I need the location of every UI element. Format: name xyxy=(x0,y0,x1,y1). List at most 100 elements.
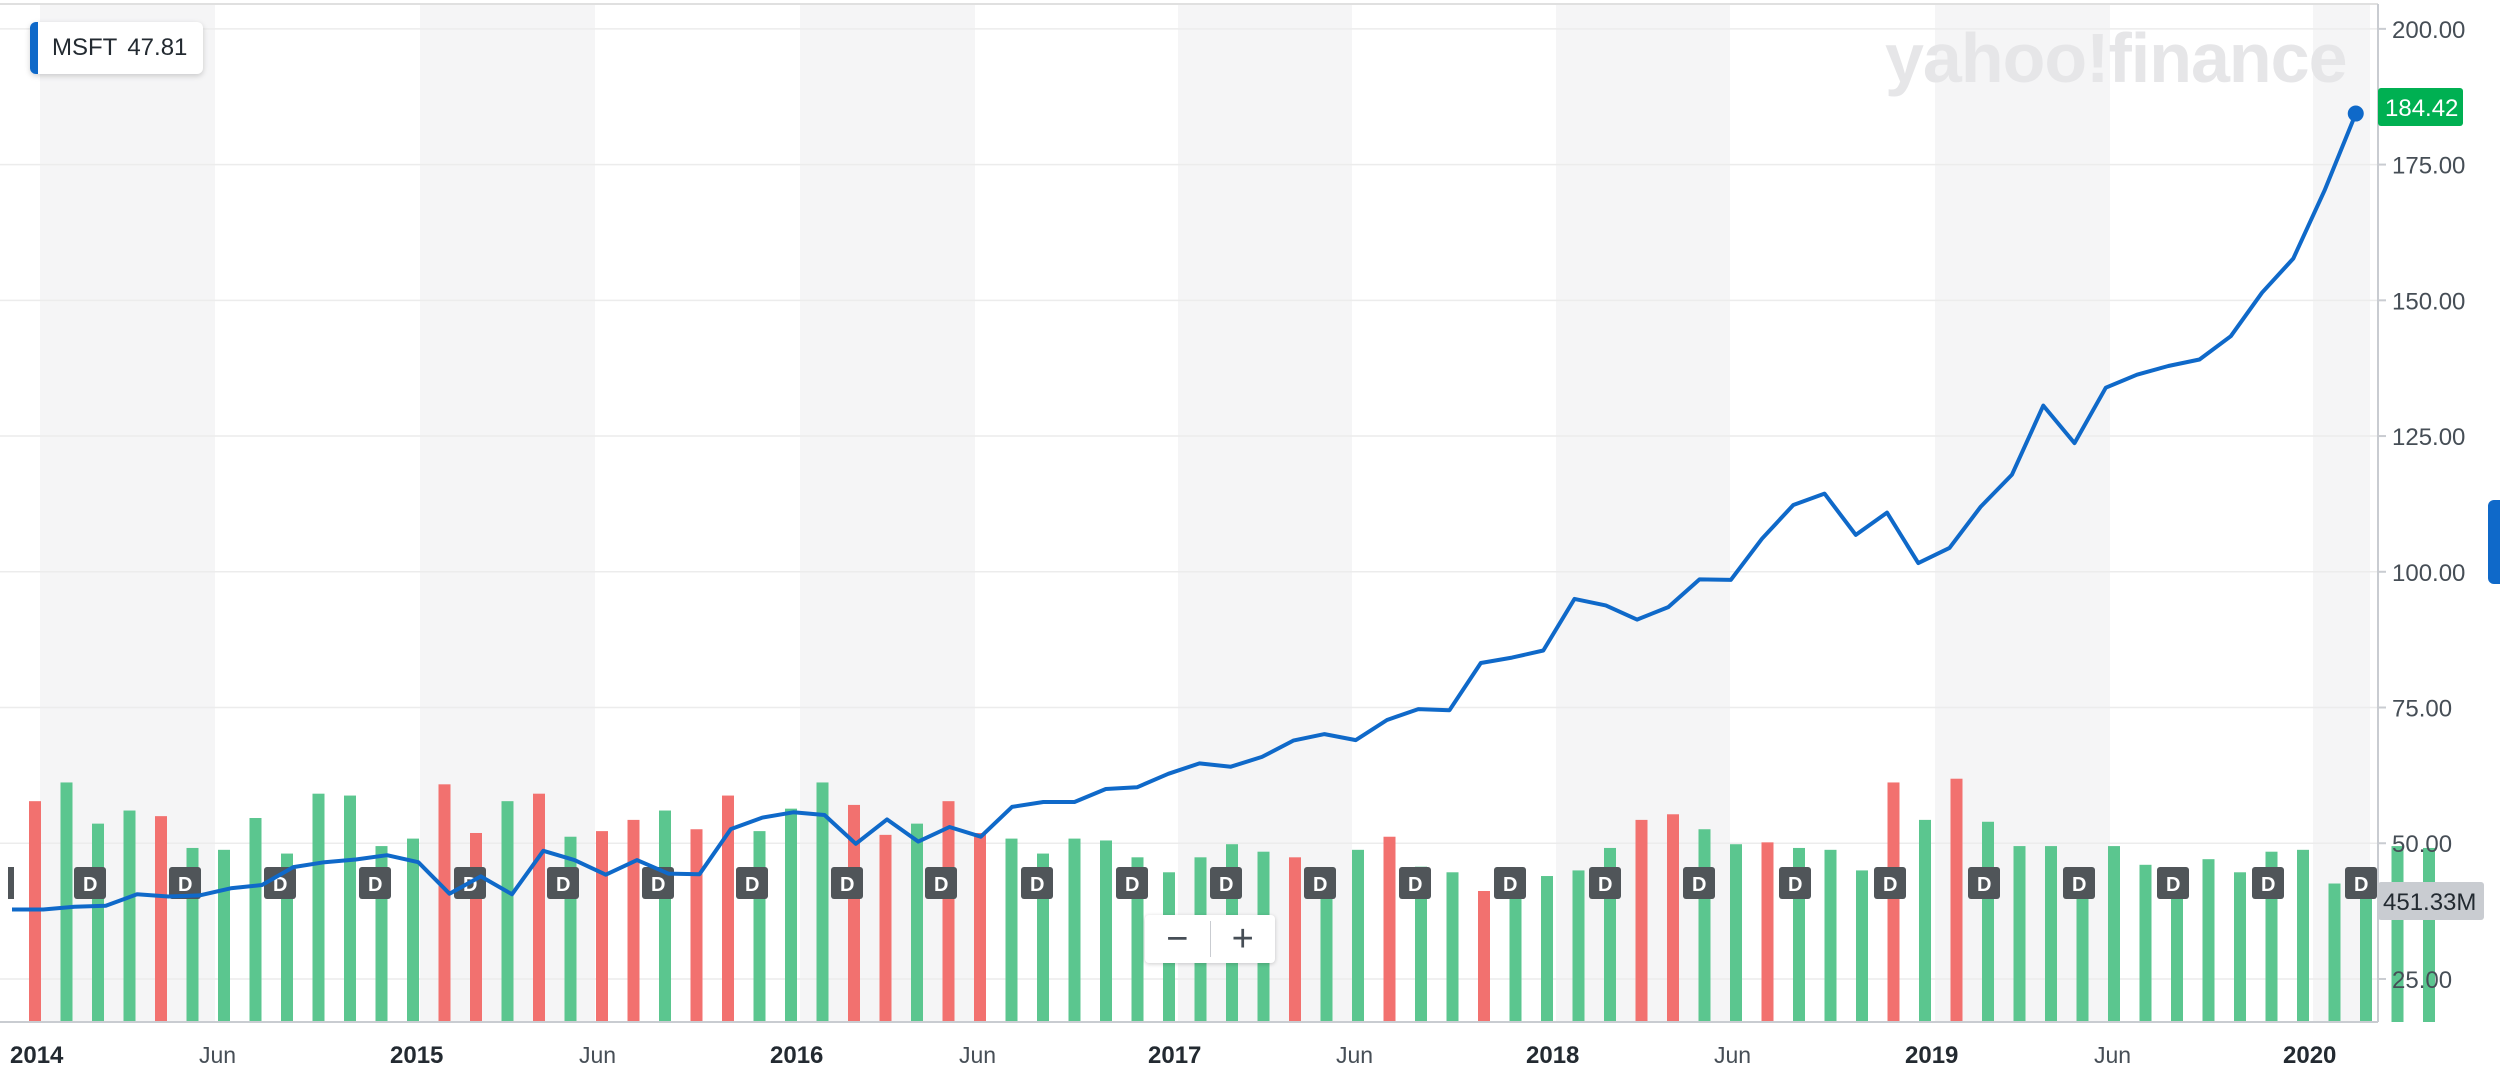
dividend-marker[interactable]: D xyxy=(642,867,674,899)
x-month-label: Jun xyxy=(579,1042,616,1068)
dividend-marker[interactable]: D xyxy=(1210,867,1242,899)
series-legend[interactable]: MSFT 47.81 xyxy=(30,22,204,74)
dividend-label: D xyxy=(934,874,948,896)
dividend-marker[interactable]: D xyxy=(831,867,863,899)
y-tick-label: 200.00 xyxy=(2392,17,2465,44)
dividend-marker[interactable]: D xyxy=(1021,867,1053,899)
price-line xyxy=(12,112,2358,912)
volume-bar xyxy=(218,849,230,1022)
volume-bar xyxy=(1635,819,1648,1022)
zoom-controls: − + xyxy=(1145,915,1275,963)
dividend-marker[interactable]: D xyxy=(1683,867,1715,899)
volume-bar xyxy=(1572,870,1585,1022)
dividend-label: D xyxy=(83,874,97,896)
volume-bar xyxy=(753,831,766,1022)
x-axis: 2014 Jun 2015 Jun 2016 Jun 2017 Jun 2018 Jun 2019 J… xyxy=(0,1021,2378,1069)
volume-bar xyxy=(1289,857,1301,1022)
x-year-label: 2014 xyxy=(10,1042,64,1069)
price-tag-value: 184.42 xyxy=(2385,95,2458,122)
dividend-marker[interactable]: D xyxy=(736,867,768,899)
volume-bar xyxy=(60,782,73,1022)
volume-bar xyxy=(2076,877,2089,1022)
x-month-label: Jun xyxy=(2094,1042,2131,1068)
price-tag: 184.42 xyxy=(2378,88,2463,126)
dividend-marker[interactable]: D xyxy=(74,867,106,899)
last-price-dot xyxy=(2347,105,2364,122)
volume-bar xyxy=(1509,872,1522,1022)
volume-bar xyxy=(2171,868,2183,1022)
dividend-marker[interactable]: D xyxy=(1116,867,1148,899)
volume-bar xyxy=(2108,846,2120,1022)
volume-bar xyxy=(2423,847,2435,1022)
dividend-marker[interactable]: D xyxy=(169,867,201,899)
dividend-label: D xyxy=(556,874,570,896)
volume-bar xyxy=(344,795,356,1022)
dividend-marker[interactable]: D xyxy=(1968,867,2000,899)
dividend-label: D xyxy=(745,874,759,896)
volume-bar xyxy=(470,832,482,1022)
y-tick-label: 125.00 xyxy=(2392,424,2465,451)
zoom-in-button[interactable]: + xyxy=(1231,918,1254,960)
dividend-marker[interactable]: D xyxy=(1494,867,1526,899)
dividend-marker[interactable]: D xyxy=(2063,867,2095,899)
volume-bar xyxy=(1383,836,1396,1022)
dividend-label: D xyxy=(2072,874,2086,896)
zoom-out-button[interactable]: − xyxy=(1166,918,1189,960)
volume-bar xyxy=(1698,829,1711,1022)
volume-bar xyxy=(690,829,703,1022)
dividend-label: D xyxy=(1788,874,1802,896)
dividend-marker[interactable]: D xyxy=(1589,867,1621,899)
x-year-label: 2015 xyxy=(390,1042,443,1069)
dividend-label: D xyxy=(1598,874,1612,896)
zoom-divider xyxy=(1209,921,1211,957)
volume-bar xyxy=(2328,883,2341,1022)
volume-bar xyxy=(438,784,451,1022)
volume-bar xyxy=(1005,838,1018,1022)
dividend-marker[interactable]: D xyxy=(1779,867,1811,899)
volume-bar xyxy=(974,832,986,1022)
volume-bar xyxy=(2202,859,2215,1022)
dividend-label: D xyxy=(1883,874,1897,896)
volume-bar xyxy=(501,801,514,1022)
x-year-label: 2016 xyxy=(770,1042,823,1069)
volume-bar xyxy=(911,823,923,1022)
volume-bar xyxy=(1478,891,1490,1022)
volume-bar xyxy=(1982,821,1994,1022)
dividend-marker[interactable]: D xyxy=(2345,867,2377,899)
dividend-label: D xyxy=(1125,874,1139,896)
dividend-marker[interactable]: D xyxy=(359,867,391,899)
dividend-marker[interactable]: D xyxy=(547,867,579,899)
volume-bar xyxy=(407,838,419,1022)
y-tick-label: 75.00 xyxy=(2392,696,2452,723)
grid-lines xyxy=(0,28,2378,980)
side-panel-tab[interactable] xyxy=(2488,500,2500,584)
volume-bar xyxy=(785,808,797,1022)
dividend-label: D xyxy=(1977,874,1991,896)
dividend-label: D xyxy=(273,874,287,896)
volume-bar xyxy=(1856,870,1868,1022)
dividend-marker[interactable]: D xyxy=(1304,867,1336,899)
dividend-marker[interactable]: D xyxy=(925,867,957,899)
volume-bar xyxy=(1446,872,1459,1022)
volume-bar xyxy=(2045,846,2057,1022)
volume-bar xyxy=(155,816,167,1022)
dividend-label: D xyxy=(840,874,854,896)
volume-bar xyxy=(1950,778,1963,1022)
dividend-marker[interactable]: D xyxy=(264,867,296,899)
volume-bar xyxy=(1824,849,1837,1022)
dividend-label: D xyxy=(1692,874,1706,896)
legend-color-swatch xyxy=(30,22,38,74)
dividend-marker[interactable]: D xyxy=(1399,867,1431,899)
legend-value: 47.81 xyxy=(127,34,188,61)
volume-bar xyxy=(92,823,104,1022)
dividend-marker[interactable]: D xyxy=(2157,867,2189,899)
y-axis: 25.00 50.00 75.00 100.00 125.00 150.00 175.00 2… xyxy=(2377,4,2465,1022)
dividend-label: D xyxy=(1313,874,1327,896)
volume-bar xyxy=(2234,872,2246,1022)
y-tick-label: 175.00 xyxy=(2392,153,2465,180)
dividend-marker[interactable]: D xyxy=(2252,867,2284,899)
volume-bar xyxy=(848,804,860,1022)
dividend-marker[interactable]: D xyxy=(1874,867,1906,899)
